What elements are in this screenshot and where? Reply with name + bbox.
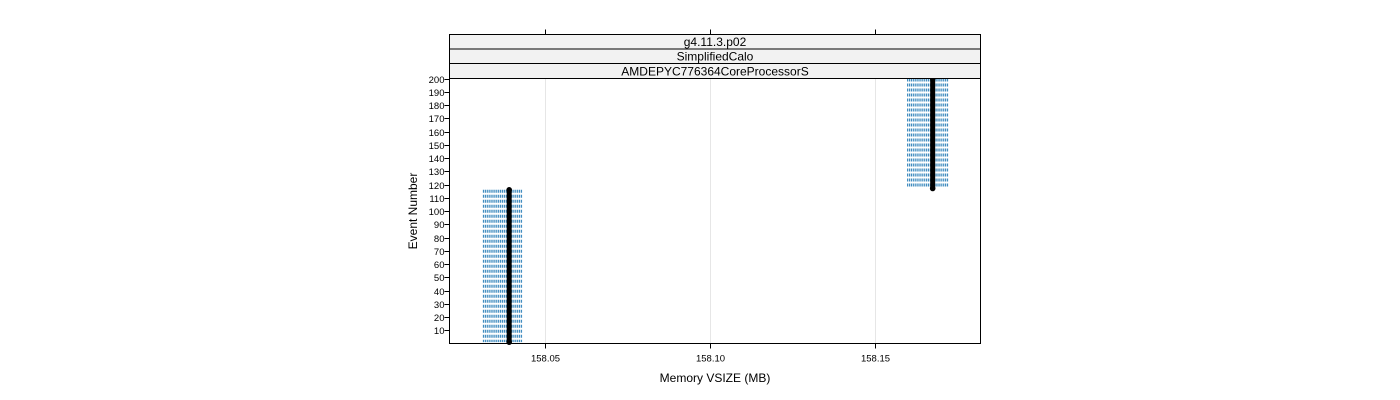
y-tick-label-16: 170 [429,114,445,125]
y-tick-label-17: 180 [429,101,445,112]
error-bands [482,78,949,343]
x-axis-label: Memory VSIZE (MB) [660,371,771,385]
series-0-point-end-0 [506,187,512,193]
x-tick-label-2: 158.15 [861,354,890,365]
y-tick-label-13: 140 [429,154,445,165]
y-axis-label: Event Number [406,173,420,250]
strip-3-bg [449,63,981,79]
y-tick-label-14: 150 [429,141,445,152]
y-tick-label-3: 40 [434,287,445,298]
y-tick-label-2: 30 [434,300,445,311]
x-tick-label-0: 158.05 [531,354,560,365]
y-tick-label-10: 110 [429,194,444,205]
x-axis: 158.05 158.10 158.15 [531,29,890,365]
y-tick-label-5: 60 [434,260,445,271]
y-tick-label-0: 10 [434,326,445,337]
y-axis: 10 20 30 40 50 60 70 80 90 100 110 120 130 140 150 160 1… [429,75,450,337]
y-tick-label-4: 50 [434,273,445,284]
strip-2-label: SimplifiedCalo [677,50,754,64]
error-band-0 [482,189,523,343]
series-0-point-start-1 [929,185,936,192]
strip-1-label: g4.11.3.p02 [684,35,747,49]
y-tick-label-12: 130 [429,167,445,178]
y-tick-label-1: 20 [434,313,445,324]
y-tick-label-6: 70 [434,247,445,258]
y-tick-label-18: 190 [429,88,445,99]
strip-headers: g4.11.3.p02 SimplifiedCalo AMDEPYC776364… [449,34,981,79]
strip-3-label: AMDEPYC776364CoreProcessorS [621,65,808,79]
y-tick-label-7: 80 [434,234,445,245]
y-tick-label-19: 200 [429,75,445,86]
data-series [506,75,936,345]
x-tick-label-1: 158.10 [696,354,725,365]
y-tick-label-15: 160 [429,128,445,139]
gridlines [545,78,876,344]
panel-border [449,78,981,344]
error-band-1 [907,78,949,189]
y-tick-label-11: 120 [429,181,445,192]
y-tick-label-9: 100 [429,207,445,218]
y-tick-label-8: 90 [434,220,445,231]
series-0-point-start-0 [506,339,512,345]
